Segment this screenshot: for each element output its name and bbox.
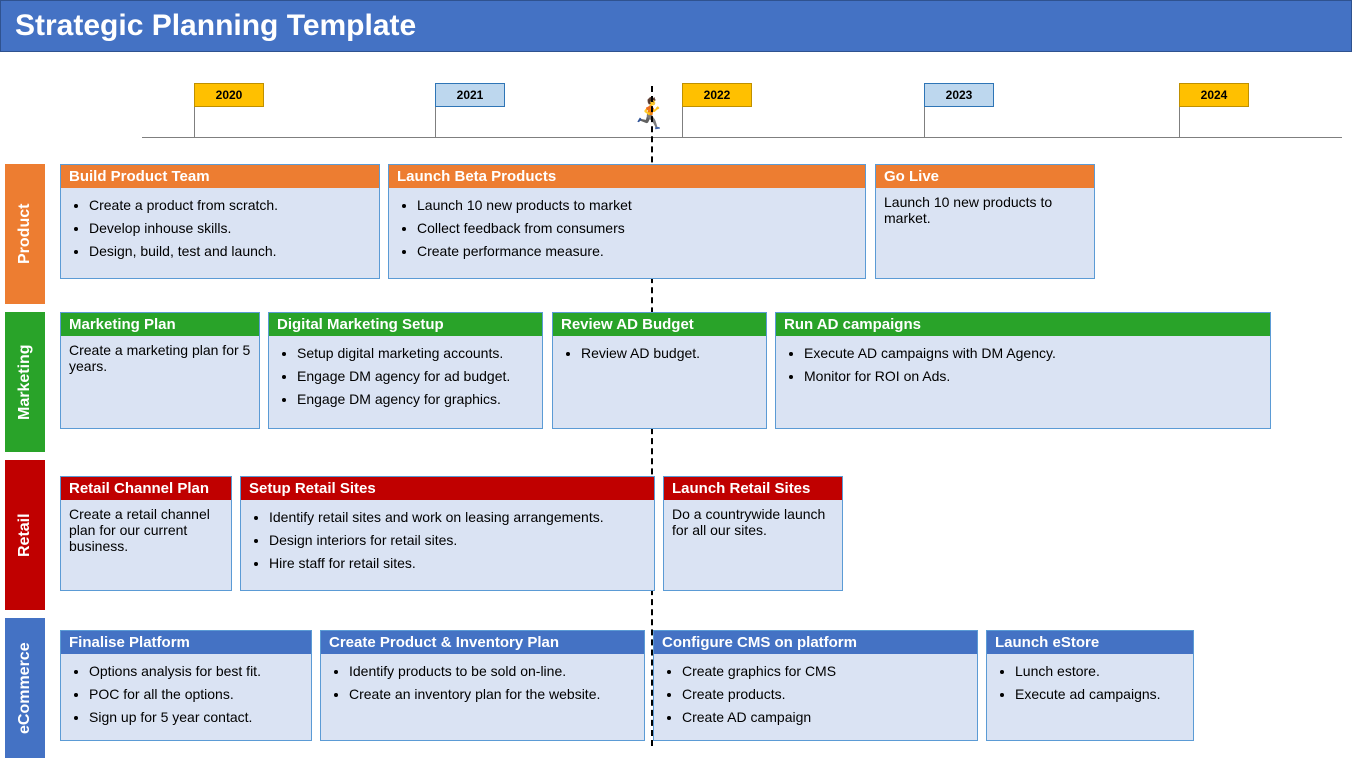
card-item: Hire staff for retail sites. <box>269 552 646 575</box>
card-body: Create graphics for CMSCreate products.C… <box>654 654 977 740</box>
card-body: Identify products to be sold on-line.Cre… <box>321 654 644 740</box>
card: Setup Retail Sites Identify retail sites … <box>240 476 655 591</box>
card-item: Design interiors for retail sites. <box>269 529 646 552</box>
card: Review AD Budget Review AD budget. <box>552 312 767 429</box>
card-item: Options analysis for best fit. <box>89 660 303 683</box>
card-header: Launch Retail Sites <box>664 477 842 500</box>
card-body: Launch 10 new products to market. <box>876 188 1094 278</box>
timeline-axis <box>142 137 1342 138</box>
card-item: Engage DM agency for graphics. <box>297 388 534 411</box>
card-body: Do a countrywide launch for all our site… <box>664 500 842 590</box>
lane-label-marketing: Marketing <box>5 312 45 452</box>
card: Launch Retail SitesDo a countrywide laun… <box>663 476 843 591</box>
card-header: Setup Retail Sites <box>241 477 654 500</box>
card-item: Identify retail sites and work on leasin… <box>269 506 646 529</box>
card-header: Configure CMS on platform <box>654 631 977 654</box>
card-item: Execute AD campaigns with DM Agency. <box>804 342 1262 365</box>
flag-pole <box>924 107 925 137</box>
card: Launch eStoreLunch estore.Execute ad cam… <box>986 630 1194 741</box>
timeline: 20202021202220232024 🏃 <box>52 52 1352 142</box>
card: Go LiveLaunch 10 new products to market. <box>875 164 1095 279</box>
card-body: Identify retail sites and work on leasin… <box>241 500 654 590</box>
card: Configure CMS on platformCreate graphics… <box>653 630 978 741</box>
card-item: Monitor for ROI on Ads. <box>804 365 1262 388</box>
card-body: Execute AD campaigns with DM Agency.Moni… <box>776 336 1270 428</box>
card-body: Lunch estore.Execute ad campaigns. <box>987 654 1193 740</box>
card-body: Options analysis for best fit.POC for al… <box>61 654 311 740</box>
lane-label-retail: Retail <box>5 460 45 610</box>
card-item: Create products. <box>682 683 969 706</box>
flag-pole <box>682 107 683 137</box>
card-header: Retail Channel Plan <box>61 477 231 500</box>
card-item: Create graphics for CMS <box>682 660 969 683</box>
card: Launch Beta ProductsLaunch 10 new produc… <box>388 164 866 279</box>
card-body: Launch 10 new products to marketCollect … <box>389 188 865 278</box>
card-header: Finalise Platform <box>61 631 311 654</box>
flag-pole <box>194 107 195 137</box>
card-item: Sign up for 5 year contact. <box>89 706 303 729</box>
card-item: Design, build, test and launch. <box>89 240 371 263</box>
page-title: Strategic Planning Template <box>0 0 1352 52</box>
card: Create Product & Inventory PlanIdentify … <box>320 630 645 741</box>
card-body: Create a product from scratch.Develop in… <box>61 188 379 278</box>
lane-label-ecommerce: eCommerce <box>5 618 45 758</box>
card-item: POC for all the options. <box>89 683 303 706</box>
card-item: Create performance measure. <box>417 240 857 263</box>
card-item: Setup digital marketing accounts. <box>297 342 534 365</box>
card-item: Create AD campaign <box>682 706 969 729</box>
year-flag-2024: 2024 <box>1179 83 1249 107</box>
card-item: Create an inventory plan for the website… <box>349 683 636 706</box>
card-header: Create Product & Inventory Plan <box>321 631 644 654</box>
card-item: Launch 10 new products to market <box>417 194 857 217</box>
card-body: Create a retail channel plan for our cur… <box>61 500 231 590</box>
card: Retail Channel PlanCreate a retail chann… <box>60 476 232 591</box>
card-item: Engage DM agency for ad budget. <box>297 365 534 388</box>
card-item: Develop inhouse skills. <box>89 217 371 240</box>
card-header: Run AD campaigns <box>776 313 1270 336</box>
year-flag-2021: 2021 <box>435 83 505 107</box>
year-flag-2023: 2023 <box>924 83 994 107</box>
lane-label-product: Product <box>5 164 45 304</box>
card-item: Lunch estore. <box>1015 660 1185 683</box>
card: Finalise PlatformOptions analysis for be… <box>60 630 312 741</box>
card: Marketing PlanCreate a marketing plan fo… <box>60 312 260 429</box>
card-item: Identify products to be sold on-line. <box>349 660 636 683</box>
card-header: Digital Marketing Setup <box>269 313 542 336</box>
year-flag-2020: 2020 <box>194 83 264 107</box>
card-header: Launch eStore <box>987 631 1193 654</box>
card: Digital Marketing SetupSetup digital mar… <box>268 312 543 429</box>
card-header: Review AD Budget <box>553 313 766 336</box>
card-header: Marketing Plan <box>61 313 259 336</box>
card-item: Create a product from scratch. <box>89 194 371 217</box>
flag-pole <box>1179 107 1180 137</box>
card-body: Setup digital marketing accounts.Engage … <box>269 336 542 428</box>
card: Run AD campaignsExecute AD campaigns wit… <box>775 312 1271 429</box>
card-item: Review AD budget. <box>581 342 758 365</box>
card-body: Create a marketing plan for 5 years. <box>61 336 259 428</box>
card-body: Review AD budget. <box>553 336 766 428</box>
card: Build Product TeamCreate a product from … <box>60 164 380 279</box>
year-flag-2022: 2022 <box>682 83 752 107</box>
card-item: Collect feedback from consumers <box>417 217 857 240</box>
card-header: Launch Beta Products <box>389 165 865 188</box>
card-item: Execute ad campaigns. <box>1015 683 1185 706</box>
card-header: Go Live <box>876 165 1094 188</box>
flag-pole <box>435 107 436 137</box>
card-header: Build Product Team <box>61 165 379 188</box>
